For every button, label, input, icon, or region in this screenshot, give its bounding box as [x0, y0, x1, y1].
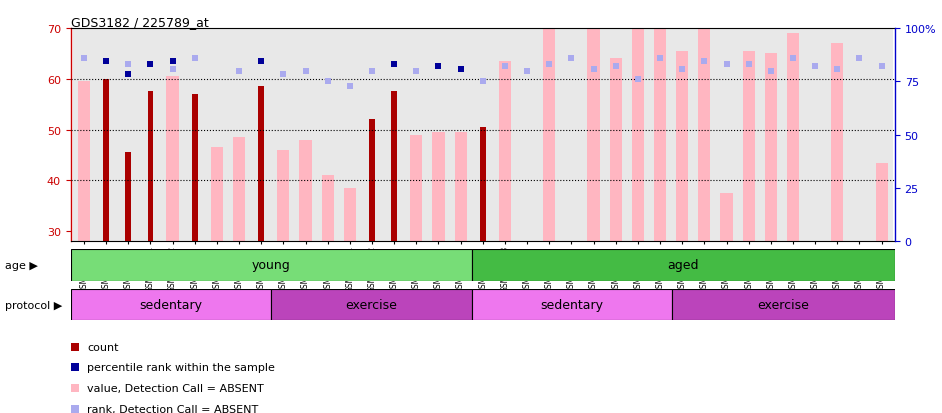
Bar: [455, 133, 466, 242]
Bar: [494, 29, 516, 242]
Bar: [582, 29, 605, 242]
Bar: [715, 29, 738, 242]
Text: sedentary: sedentary: [541, 298, 604, 311]
Bar: [410, 135, 422, 242]
Bar: [480, 128, 485, 242]
Bar: [321, 176, 333, 242]
Bar: [277, 150, 289, 242]
Bar: [391, 92, 397, 242]
Bar: [71, 250, 472, 281]
Bar: [369, 120, 375, 242]
Bar: [71, 289, 271, 320]
Text: exercise: exercise: [346, 298, 398, 311]
Bar: [676, 52, 689, 242]
Bar: [875, 163, 887, 242]
Bar: [317, 29, 339, 242]
Text: protocol ▶: protocol ▶: [5, 300, 62, 310]
Bar: [626, 29, 649, 242]
Bar: [698, 29, 710, 242]
Text: count: count: [87, 342, 119, 352]
Bar: [344, 188, 356, 242]
Text: percentile rank within the sample: percentile rank within the sample: [87, 363, 275, 373]
Bar: [742, 52, 755, 242]
Bar: [104, 80, 109, 242]
Bar: [339, 29, 361, 242]
Bar: [738, 29, 760, 242]
Bar: [787, 34, 799, 242]
Bar: [405, 29, 428, 242]
Bar: [671, 29, 693, 242]
Bar: [870, 29, 893, 242]
Bar: [428, 29, 449, 242]
Bar: [673, 289, 895, 320]
Bar: [782, 29, 804, 242]
Text: rank, Detection Call = ABSENT: rank, Detection Call = ABSENT: [87, 404, 258, 413]
Bar: [849, 29, 870, 242]
Bar: [78, 82, 90, 242]
Bar: [139, 29, 161, 242]
Bar: [472, 29, 494, 242]
Bar: [472, 289, 673, 320]
Bar: [831, 44, 843, 242]
Bar: [632, 29, 644, 242]
Bar: [609, 59, 622, 242]
Bar: [272, 29, 295, 242]
Bar: [654, 29, 666, 242]
Text: young: young: [252, 259, 290, 272]
Bar: [804, 29, 826, 242]
Bar: [192, 95, 198, 242]
Bar: [300, 140, 312, 242]
Text: value, Detection Call = ABSENT: value, Detection Call = ABSENT: [87, 383, 264, 393]
Bar: [233, 138, 245, 242]
Bar: [499, 62, 511, 242]
Bar: [544, 29, 556, 242]
Bar: [765, 54, 777, 242]
Bar: [588, 29, 600, 242]
Text: aged: aged: [668, 259, 699, 272]
Bar: [148, 92, 154, 242]
Bar: [117, 29, 139, 242]
Bar: [161, 29, 184, 242]
Bar: [295, 29, 317, 242]
Bar: [693, 29, 715, 242]
Bar: [205, 29, 228, 242]
Bar: [184, 29, 205, 242]
Bar: [560, 29, 582, 242]
Bar: [228, 29, 251, 242]
Bar: [383, 29, 405, 242]
Bar: [516, 29, 538, 242]
Bar: [167, 77, 179, 242]
Bar: [95, 29, 117, 242]
Text: sedentary: sedentary: [139, 298, 203, 311]
Bar: [826, 29, 849, 242]
Bar: [251, 29, 272, 242]
Bar: [649, 29, 671, 242]
Bar: [125, 153, 131, 242]
Text: GDS3182 / 225789_at: GDS3182 / 225789_at: [71, 16, 208, 29]
Bar: [605, 29, 626, 242]
Bar: [361, 29, 383, 242]
Bar: [211, 148, 223, 242]
Bar: [449, 29, 472, 242]
Bar: [73, 29, 95, 242]
Text: exercise: exercise: [757, 298, 809, 311]
Bar: [721, 194, 733, 242]
Text: age ▶: age ▶: [5, 261, 38, 271]
Bar: [271, 289, 472, 320]
Bar: [432, 133, 445, 242]
Bar: [760, 29, 782, 242]
Bar: [258, 87, 264, 242]
Bar: [538, 29, 560, 242]
Bar: [472, 250, 895, 281]
